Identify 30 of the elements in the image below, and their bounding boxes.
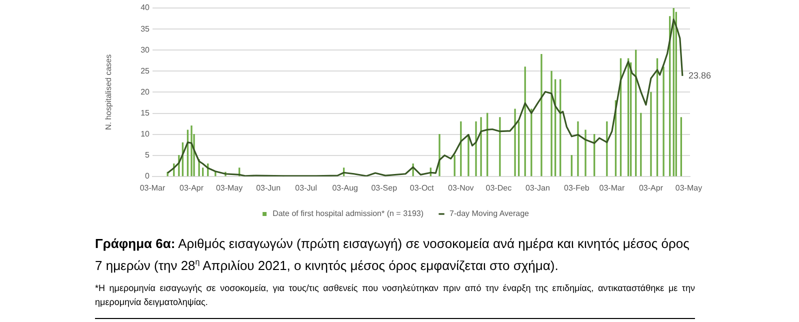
y-tick-label: 15	[140, 108, 150, 118]
x-tick-label: 03-Mar	[140, 183, 166, 192]
x-tick-label: 03-May	[675, 183, 702, 192]
x-tick-label: 03-Aug	[332, 183, 358, 192]
y-tick-label: 0	[145, 172, 150, 181]
y-tick-label: 30	[140, 45, 150, 54]
y-tick-label: 25	[140, 66, 150, 76]
x-tick-label: 03-Nov	[448, 183, 474, 192]
y-tick-label: 35	[140, 24, 150, 34]
x-tick-label: 03-Apr	[638, 183, 664, 192]
y-tick-label: 5	[145, 150, 150, 160]
x-tick-label: 03-Feb	[564, 183, 590, 192]
x-tick-label: 03-Jan	[525, 183, 550, 192]
annotation: 23.86	[688, 70, 711, 80]
legend-label: Date of first hospital admission* (n = 3193)	[272, 209, 424, 218]
x-tick-label: 03-Jun	[256, 183, 281, 192]
x-tick-label: 03-Mar	[599, 183, 625, 192]
y-axis-title: N. hospitalised cases	[104, 54, 114, 130]
x-tick-label: 03-Apr	[180, 183, 204, 192]
x-tick-label: 03-Jul	[295, 183, 318, 192]
y-tick-label: 40	[140, 3, 150, 12]
x-tick-label: 03-Sep	[371, 183, 398, 192]
x-tick-label: 03-May	[216, 183, 243, 192]
y-tick-label: 10	[140, 130, 150, 139]
x-tick-label: 03-Dec	[486, 183, 512, 192]
text: *Η ημερομηνία εισαγωγής σε νοσοκομεία, για τους/τις ασθενείς που νοσηλεύτηκαν πριν από την έναρξη της επιδημίας, αντικαταστάθηκε με την ημερομηνία δειγματοληψίας.	[95, 282, 695, 309]
x-tick-label: 03-Oct	[410, 183, 435, 192]
y-tick-label: 20	[140, 87, 150, 96]
text: Γράφημα 6α: Αριθμός εισαγωγών (πρώτη εισαγωγή) σε νοσοκομεία ανά ημέρα και κινητός μέσος όρος 7 ημερών (την 28$^{η}$ Απριλίου 2021, ο κινητός μέσος όρος εμφανίζεται στο σχήμα).	[95, 236, 690, 273]
legend-label: 7-day Moving Average	[450, 209, 530, 218]
